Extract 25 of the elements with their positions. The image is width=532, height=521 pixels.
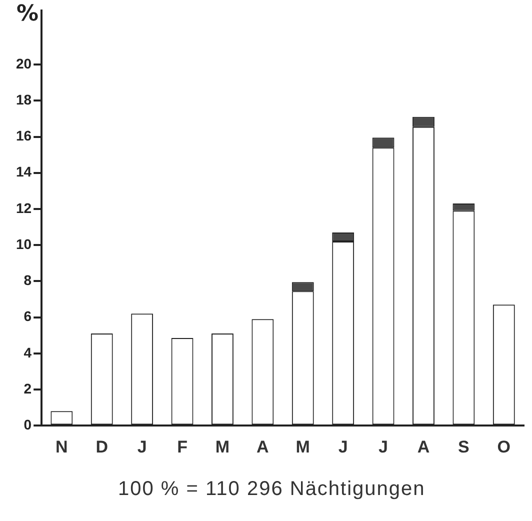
text: 100 % = 110 296 Nächtigungen (118, 478, 426, 501)
x-tick-label: S (458, 437, 470, 456)
x-tick-label: O (497, 437, 511, 456)
x-tick-label: M (296, 437, 310, 456)
y-tick-label: 8 (24, 272, 32, 288)
x-tick-label: D (96, 437, 108, 456)
y-tick-label: 14 (16, 164, 32, 180)
y-tick-label: 12 (16, 200, 32, 216)
x-tick-label: F (177, 437, 188, 456)
y-tick-label: 16 (16, 128, 32, 144)
x-tick-label: J (378, 437, 388, 456)
x-tick-label: J (338, 437, 348, 456)
y-tick-label: 6 (24, 308, 32, 324)
x-tick-label: A (256, 437, 269, 456)
y-tick-label: 20 (16, 55, 32, 72)
y-tick-label: 4 (24, 344, 32, 360)
x-tick-label: M (215, 437, 230, 456)
x-tick-label: N (56, 437, 68, 456)
y-tick-label: 18 (16, 92, 32, 108)
y-tick-label: 10 (16, 236, 32, 252)
y-tick-label: 0 (24, 416, 32, 432)
x-tick-label: J (137, 437, 147, 456)
y-tick-label: 2 (24, 380, 32, 396)
x-tick-label: A (417, 437, 430, 456)
y-axis-title: % (16, 2, 39, 27)
